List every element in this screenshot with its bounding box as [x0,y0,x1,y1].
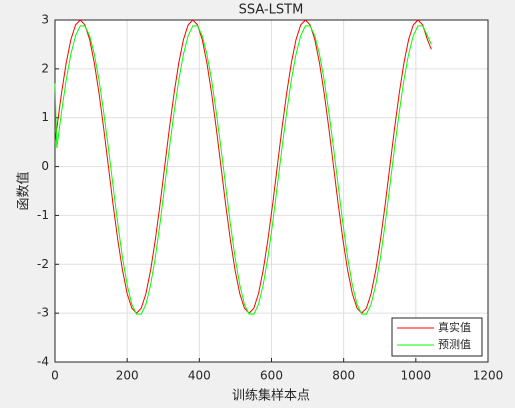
y-tick-label: -3 [37,306,49,320]
legend-label: 预测值 [438,338,471,351]
x-tick-label: 200 [116,369,139,383]
chart-title: SSA-LSTM [239,3,304,18]
data-line [54,19,432,314]
y-tick-label: -4 [37,355,49,369]
y-tick-label: -2 [37,257,49,271]
y-tick-label: 3 [41,13,49,27]
x-axis-label: 训练集样本点 [232,388,310,404]
x-tick-label: 400 [188,369,211,383]
axes-box [54,19,489,363]
x-tick-label: 1000 [401,369,432,383]
y-tick-label: 1 [41,110,49,124]
x-tick-label: 0 [51,369,59,383]
y-tick-label: 2 [41,61,49,75]
y-tick-label: -1 [37,208,49,222]
y-axis-label: 函数值 [16,171,32,210]
x-tick-label: 800 [332,369,355,383]
y-tick-label: 0 [41,159,49,173]
x-tick-label: 1200 [473,369,504,383]
legend-label: 真实值 [438,320,471,334]
legend-box [391,317,483,357]
data-line [54,25,432,315]
x-tick-label: 600 [260,369,283,383]
